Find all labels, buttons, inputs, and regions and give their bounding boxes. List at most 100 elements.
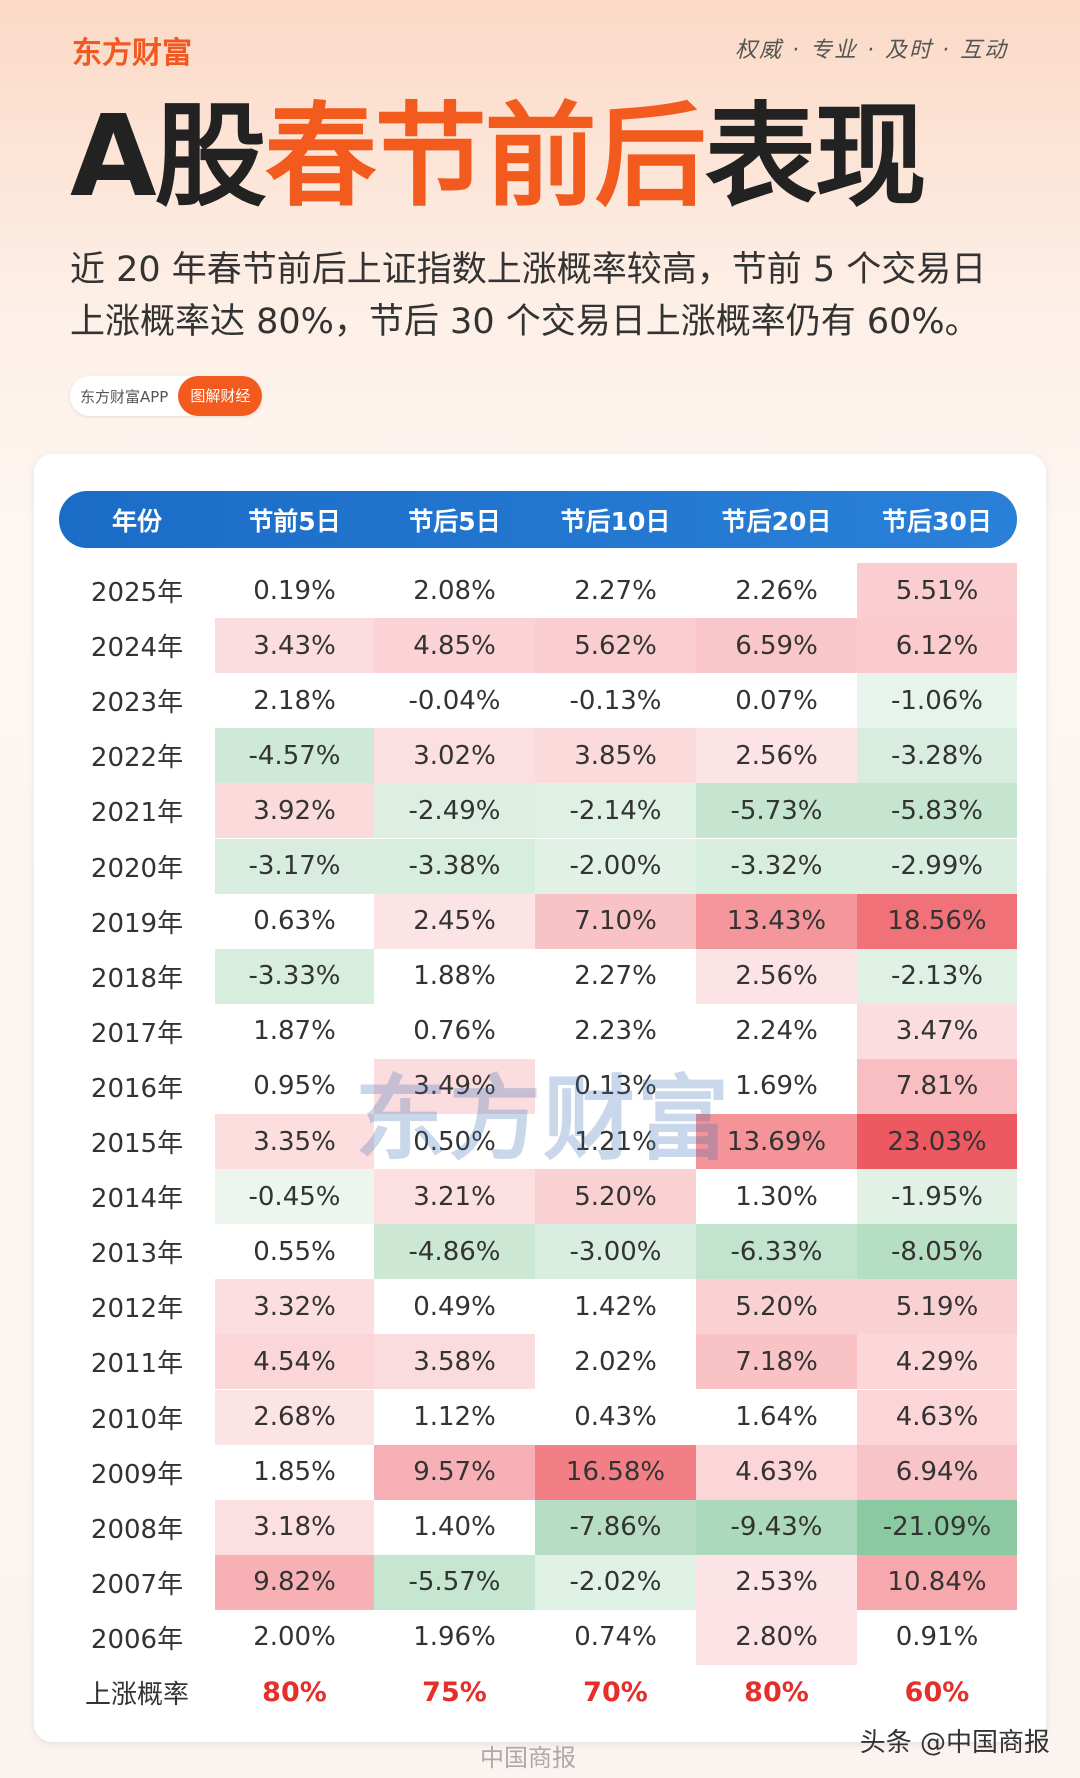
row-year: 2007年	[90, 1569, 184, 1600]
row-year: 2012年	[90, 1294, 184, 1325]
data-cell: 0.76%	[413, 1016, 496, 1047]
data-cell: 0.19%	[253, 575, 336, 606]
data-cell: -5.83%	[857, 783, 1017, 839]
data-cell: 3.32%	[215, 1279, 374, 1335]
data-cell: 9.82%	[215, 1554, 374, 1610]
summary-cell: 60%	[904, 1677, 970, 1709]
data-cell: 2.02%	[574, 1346, 657, 1377]
data-cell: 1.96%	[413, 1622, 496, 1653]
data-cell: 3.92%	[215, 783, 374, 839]
data-cell: 0.13%	[574, 1071, 657, 1102]
tag[interactable]: 图解财经	[178, 376, 263, 416]
weibo-mark: 中国商报	[480, 1744, 576, 1772]
data-cell: 6.59%	[696, 618, 857, 674]
data-cell: 3.85%	[535, 728, 696, 784]
summary-cell: 75%	[422, 1677, 487, 1709]
data-cell: -3.32%	[696, 838, 857, 894]
data-cell: 3.35%	[215, 1114, 374, 1170]
data-cell: 7.10%	[535, 893, 696, 949]
data-cell: 2.53%	[696, 1554, 857, 1610]
data-cell: 1.12%	[413, 1402, 496, 1433]
title-part: 春节前后	[264, 92, 707, 222]
data-cell: 4.63%	[696, 1444, 857, 1500]
watermark: 东方财富	[355, 1066, 732, 1173]
data-cell: -5.57%	[374, 1554, 535, 1610]
row-year: 2023年	[90, 688, 184, 719]
row-year: 2009年	[90, 1459, 184, 1490]
data-cell: 13.43%	[696, 893, 857, 949]
data-cell: 4.63%	[857, 1389, 1017, 1445]
column-header: 节后30日	[882, 506, 992, 536]
data-cell: 1.40%	[413, 1512, 496, 1543]
data-cell: 18.56%	[857, 893, 1017, 949]
tags: 东方财富APP 图解财经	[70, 376, 263, 416]
title-part: 表现	[704, 92, 927, 222]
toutiao-mark: 头条 @中国商报	[859, 1728, 1050, 1758]
row-year: 2018年	[90, 963, 184, 994]
data-cell: 2.80%	[696, 1609, 857, 1665]
data-cell: 0.50%	[413, 1126, 496, 1157]
data-cell: 9.57%	[374, 1444, 535, 1500]
row-year: 2010年	[90, 1404, 184, 1435]
summary-label: 上涨概率	[84, 1680, 189, 1711]
row-year: 2016年	[90, 1073, 184, 1104]
data-cell: -21.09%	[857, 1499, 1017, 1555]
data-cell: 0.49%	[413, 1291, 496, 1322]
data-cell: 2.23%	[574, 1016, 657, 1047]
data-cell: -4.86%	[374, 1224, 535, 1280]
row-year: 2021年	[90, 798, 184, 829]
data-cell: 10.84%	[857, 1554, 1017, 1610]
data-cell: -9.43%	[696, 1499, 857, 1555]
data-cell: 4.29%	[857, 1334, 1017, 1390]
row-year: 2024年	[90, 633, 184, 664]
data-cell: 2.27%	[574, 575, 657, 606]
table-header	[59, 491, 1017, 548]
data-cell: -7.86%	[535, 1499, 696, 1555]
data-cell: -4.57%	[215, 728, 374, 784]
row-year: 2015年	[90, 1129, 184, 1160]
data-cell: 5.20%	[535, 1169, 696, 1225]
data-cell: 1.69%	[735, 1071, 818, 1102]
data-cell: 0.07%	[735, 685, 818, 716]
data-cell: 2.27%	[574, 961, 657, 992]
data-cell: 2.26%	[735, 575, 818, 606]
column-header: 节后10日	[560, 506, 671, 536]
data-cell: 1.88%	[413, 961, 496, 992]
data-cell: 1.85%	[253, 1457, 336, 1488]
data-cell: 2.18%	[253, 685, 336, 716]
data-cell: 0.63%	[253, 906, 336, 937]
data-cell: -3.17%	[215, 838, 374, 894]
column-header: 节前5日	[248, 506, 341, 536]
data-cell: 23.03%	[857, 1114, 1017, 1170]
data-cell: -8.05%	[857, 1224, 1017, 1280]
data-cell: 1.21%	[574, 1126, 657, 1157]
title: A股春节前后表现	[70, 92, 927, 222]
row-year: 2006年	[90, 1624, 184, 1655]
data-cell: 0.91%	[895, 1622, 979, 1653]
data-cell: 2.24%	[735, 1016, 818, 1047]
column-header: 年份	[111, 506, 162, 536]
data-cell: -1.95%	[857, 1169, 1017, 1225]
data-cell: -0.13%	[569, 685, 662, 716]
data-cell: -3.33%	[215, 948, 374, 1004]
data-cell: -3.38%	[374, 838, 535, 894]
data-cell: -2.02%	[535, 1554, 696, 1610]
data-cell: -2.00%	[535, 838, 696, 894]
data-cell: 1.87%	[253, 1016, 336, 1047]
data-cell: 3.18%	[215, 1499, 374, 1555]
row-year: 2019年	[90, 908, 184, 939]
data-cell: 1.42%	[574, 1291, 657, 1322]
data-cell: 7.18%	[696, 1334, 857, 1390]
data-cell: 0.43%	[574, 1402, 657, 1433]
data-cell: 7.81%	[857, 1058, 1017, 1114]
summary-cell: 80%	[262, 1677, 327, 1709]
row-year: 2020年	[90, 853, 184, 884]
data-cell: 5.62%	[535, 618, 696, 674]
data-cell: 0.95%	[253, 1071, 336, 1102]
row-year: 2011年	[90, 1349, 184, 1380]
data-cell: 3.47%	[857, 1003, 1017, 1059]
data-cell: -2.99%	[857, 838, 1017, 894]
data-cell: -3.28%	[857, 728, 1017, 784]
data-cell: -6.33%	[696, 1224, 857, 1280]
